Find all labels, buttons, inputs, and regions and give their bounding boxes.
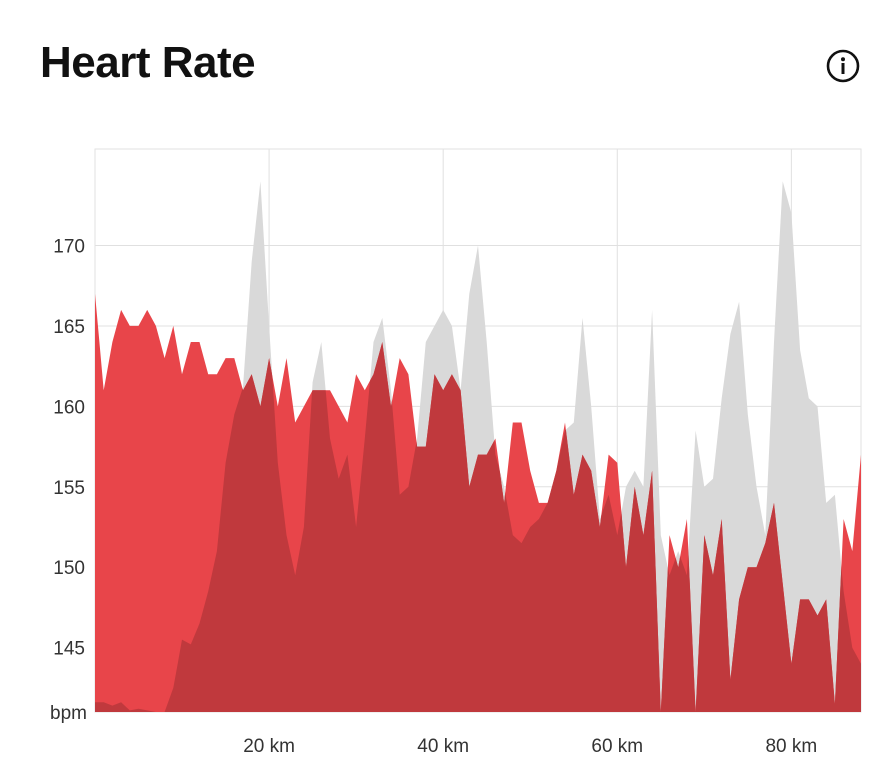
y-tick-label: 165 xyxy=(53,317,85,338)
y-tick-label: 150 xyxy=(53,558,85,579)
x-tick-label: 20 km xyxy=(243,736,295,757)
x-tick-label: 80 km xyxy=(765,736,817,757)
y-unit-label: bpm xyxy=(50,703,87,724)
series-layer xyxy=(95,181,861,712)
y-tick-label: 145 xyxy=(53,639,85,660)
info-icon[interactable] xyxy=(826,49,860,83)
y-tick-label: 160 xyxy=(53,397,85,418)
axis-layer: 170 165 160 155 150 145 bpm 20 km 40 km 60 km 80 k… xyxy=(50,237,817,757)
y-tick-label: 155 xyxy=(53,478,85,499)
page-title: Heart Rate xyxy=(40,38,256,87)
y-tick-label: 170 xyxy=(53,237,85,258)
x-tick-label: 60 km xyxy=(591,736,643,757)
x-tick-label: 40 km xyxy=(417,736,469,757)
